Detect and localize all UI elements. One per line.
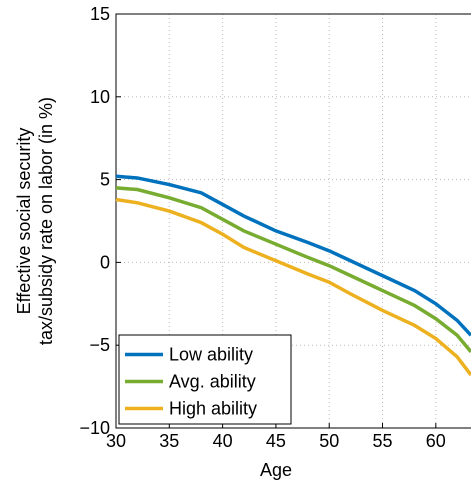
axis-frame [115,13,471,429]
data-line [115,186,471,353]
x-tick-label: 60 [426,431,446,451]
y-axis-label: Effective social security [14,128,34,315]
x-tick-label: 35 [159,431,179,451]
y-tick-label: −5 [89,335,110,355]
data-line [115,174,471,337]
y-tick-label: 10 [90,87,110,107]
x-tick-label: 40 [213,431,233,451]
data-line [115,197,471,377]
x-tick-label: 50 [319,431,339,451]
y-tick-label: 0 [100,252,110,272]
legend-label: Low ability [169,345,253,365]
x-axis-label: Age [260,460,292,480]
x-tick-label: 30 [106,431,126,451]
x-tick-label: 45 [266,431,286,451]
x-tick-label: 55 [373,431,393,451]
y-tick-label: −10 [79,418,110,438]
y-axis-label: tax/subsidy rate on labor (in %) [36,97,56,345]
y-tick-label: 5 [100,170,110,190]
y-tick-label: 15 [90,4,110,24]
legend-label: High ability [169,399,257,419]
legend-label: Avg. ability [169,372,256,392]
